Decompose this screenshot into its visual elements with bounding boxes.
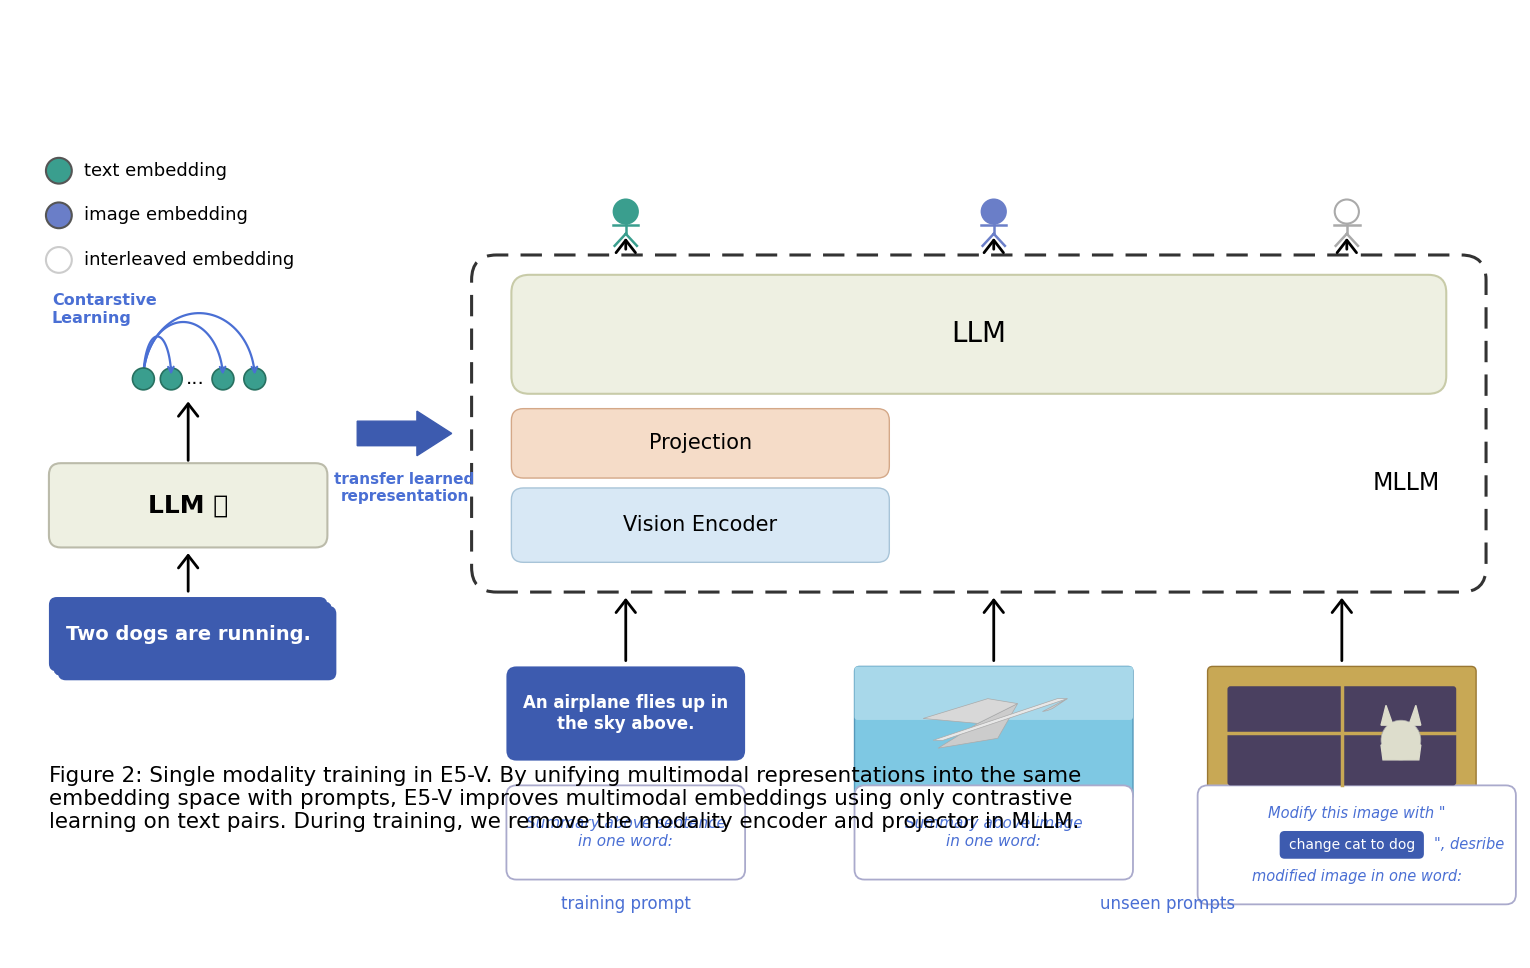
Text: training prompt: training prompt <box>562 895 690 914</box>
Text: transfer learned
representation: transfer learned representation <box>335 471 474 504</box>
Text: LLM: LLM <box>952 320 1007 348</box>
Text: MLLM: MLLM <box>1372 471 1440 495</box>
Polygon shape <box>938 704 1017 748</box>
FancyBboxPatch shape <box>506 785 745 880</box>
Circle shape <box>982 199 1005 224</box>
Text: Two dogs are running.: Two dogs are running. <box>66 624 311 644</box>
FancyBboxPatch shape <box>511 275 1446 394</box>
Circle shape <box>243 368 266 390</box>
Text: interleaved embedding: interleaved embedding <box>84 251 294 269</box>
FancyBboxPatch shape <box>54 601 332 676</box>
Text: image embedding: image embedding <box>84 206 248 225</box>
Circle shape <box>133 368 155 390</box>
Circle shape <box>161 368 182 390</box>
Polygon shape <box>1042 699 1068 711</box>
FancyBboxPatch shape <box>511 408 889 478</box>
Text: Contarstive
Learning: Contarstive Learning <box>52 293 156 325</box>
Text: modified image in one word:: modified image in one word: <box>1252 869 1461 884</box>
Circle shape <box>46 247 72 273</box>
Text: LLM 🔥: LLM 🔥 <box>148 494 228 517</box>
FancyBboxPatch shape <box>855 666 1134 720</box>
Text: An airplane flies up in
the sky above.: An airplane flies up in the sky above. <box>523 694 728 733</box>
Text: Modify this image with ": Modify this image with " <box>1268 805 1446 821</box>
FancyBboxPatch shape <box>58 606 337 681</box>
Circle shape <box>213 368 234 390</box>
FancyBboxPatch shape <box>1227 686 1457 785</box>
FancyBboxPatch shape <box>1279 831 1424 859</box>
Circle shape <box>1334 199 1359 224</box>
FancyBboxPatch shape <box>471 255 1486 592</box>
Text: ", desribe: ", desribe <box>1434 837 1504 853</box>
Text: Summary above sentence
in one word:: Summary above sentence in one word: <box>526 816 725 849</box>
Polygon shape <box>1382 745 1421 760</box>
FancyArrow shape <box>356 411 451 456</box>
FancyBboxPatch shape <box>855 785 1134 880</box>
Polygon shape <box>1409 706 1421 725</box>
FancyBboxPatch shape <box>1198 785 1516 904</box>
Text: Summary above image
in one word:: Summary above image in one word: <box>904 816 1083 849</box>
Polygon shape <box>1382 706 1392 725</box>
Text: Figure 2: Single modality training in E5-V. By unifying multimodal representatio: Figure 2: Single modality training in E5… <box>49 766 1082 832</box>
Circle shape <box>1382 720 1421 760</box>
Circle shape <box>46 202 72 228</box>
Text: unseen prompts: unseen prompts <box>1100 895 1235 914</box>
FancyBboxPatch shape <box>855 666 1134 801</box>
FancyBboxPatch shape <box>511 488 889 562</box>
Text: text embedding: text embedding <box>84 162 226 180</box>
FancyBboxPatch shape <box>49 597 327 672</box>
Circle shape <box>46 158 72 184</box>
Polygon shape <box>923 699 1017 723</box>
Text: ...: ... <box>185 370 205 388</box>
Circle shape <box>614 199 638 224</box>
FancyBboxPatch shape <box>49 463 327 548</box>
Text: Projection: Projection <box>649 434 751 453</box>
FancyBboxPatch shape <box>506 666 745 761</box>
Text: Vision Encoder: Vision Encoder <box>623 515 777 535</box>
FancyBboxPatch shape <box>1207 666 1476 801</box>
Polygon shape <box>933 699 1068 741</box>
Text: change cat to dog: change cat to dog <box>1288 838 1415 852</box>
